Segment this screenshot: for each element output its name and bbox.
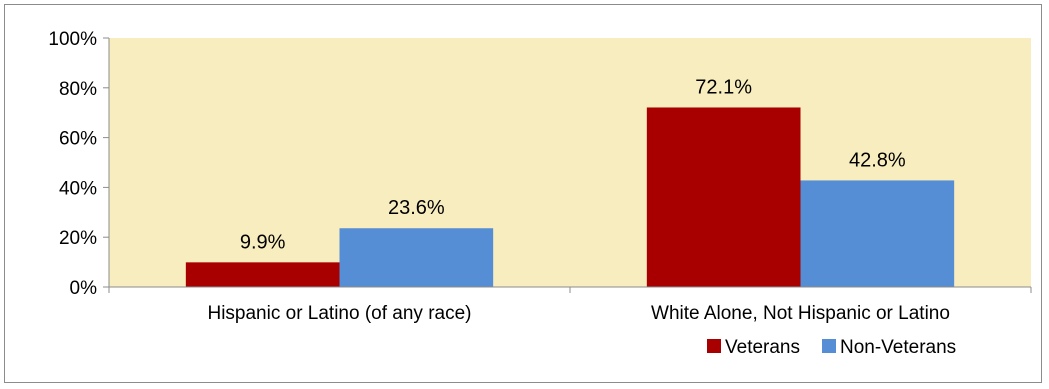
category-label: Hispanic or Latino (of any race): [207, 303, 471, 324]
y-tick-label: 20%: [59, 228, 97, 249]
data-label: 42.8%: [849, 149, 906, 171]
bars-layer: [185, 107, 955, 287]
y-tick-label: 80%: [59, 79, 97, 100]
category-label: White Alone, Not Hispanic or Latino: [651, 303, 950, 324]
data-label: 72.1%: [695, 76, 752, 98]
legend-swatch-non-veterans: [822, 339, 836, 353]
x-axis: Hispanic or Latino (of any race) White Al…: [108, 287, 1032, 324]
legend-label: Non-Veterans: [840, 337, 956, 358]
legend-swatch-veterans: [707, 339, 721, 353]
y-tick-label: 100%: [48, 29, 97, 50]
bar-non-veterans-2: [800, 180, 955, 287]
chart-frame: 9.9% 23.6% 72.1% 42.8% 0% 20% 40% 60% 80% 100% H…: [4, 4, 1042, 383]
bar-non-veterans-1: [339, 228, 494, 287]
bar-veterans-1: [185, 262, 340, 287]
data-label: 23.6%: [388, 197, 445, 219]
y-tick-label: 40%: [59, 178, 97, 199]
y-tick-label: 0%: [70, 278, 98, 299]
legend-label: Veterans: [725, 337, 800, 358]
y-axis: 0% 20% 40% 60% 80% 100%: [48, 29, 109, 299]
data-labels-layer: 9.9% 23.6% 72.1% 42.8%: [240, 76, 906, 253]
bar-veterans-2: [646, 107, 801, 287]
data-label: 9.9%: [240, 231, 286, 253]
y-tick-label: 60%: [59, 129, 97, 150]
bar-chart: 9.9% 23.6% 72.1% 42.8% 0% 20% 40% 60% 80% 100% H…: [48, 29, 1032, 358]
legend: Veterans Non-Veterans: [707, 337, 956, 358]
